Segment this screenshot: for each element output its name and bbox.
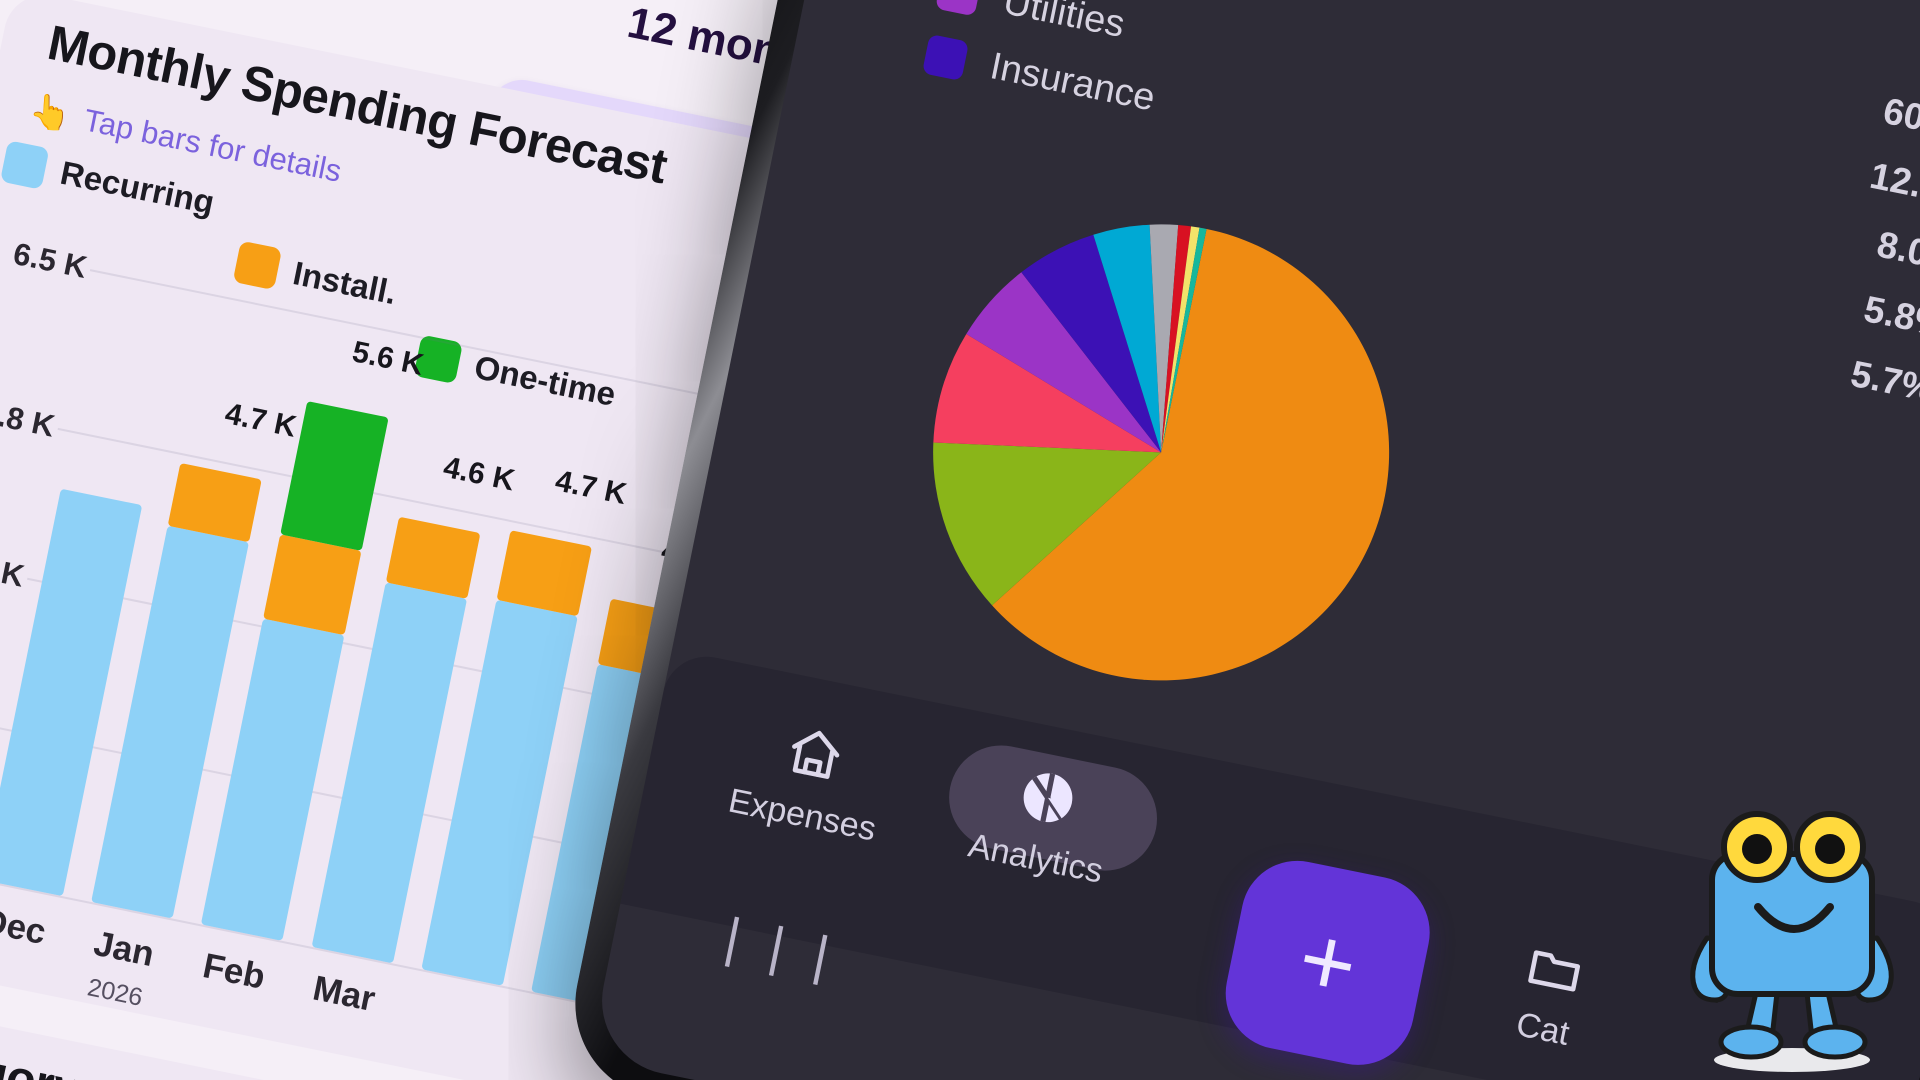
- right-phone-screen: p to highlight 2M House Car Summer House: [588, 0, 1920, 1080]
- pie-slice-other-e[interactable]: [1154, 227, 1207, 453]
- plus-icon: +: [1289, 904, 1366, 1021]
- nav-item-analytics[interactable]: Analytics: [965, 756, 1120, 892]
- nav-item-expenses[interactable]: Expenses: [725, 711, 893, 850]
- pie-chart-svg[interactable]: [878, 169, 1444, 735]
- percent-insurance: 5.7%: [1847, 352, 1920, 410]
- pie-slice-other-c[interactable]: [1133, 224, 1206, 453]
- bar-value-label: 4.6 K: [440, 451, 518, 498]
- pie-slice-house[interactable]: [983, 202, 1430, 721]
- legend-swatch-insurance: [922, 33, 970, 81]
- bar-value-label: 5.6 K: [349, 335, 427, 382]
- spending-pie-chart[interactable]: [878, 169, 1444, 735]
- tap-finger-icon: 👆: [27, 92, 73, 134]
- gridline: [0, 727, 658, 864]
- pie-slice-other-d[interactable]: [1146, 226, 1207, 453]
- pie-chart-legend: House Car Summer House Utilities Insuran…: [917, 0, 1306, 162]
- folder-icon: [1528, 950, 1581, 992]
- legend-swatch-utilities: [935, 0, 983, 16]
- legend-swatch-recurring: [0, 140, 50, 190]
- legend-label-install: Install.: [289, 254, 400, 312]
- home-icon: [791, 730, 839, 779]
- legend-swatch-install: [232, 240, 283, 291]
- pie-slice-other-a[interactable]: [1053, 214, 1205, 453]
- legend-label-insurance: Insurance: [986, 45, 1159, 120]
- pie-slice-utilities[interactable]: [951, 264, 1191, 453]
- pie-percent-column: 60.1% 12.4% 8.0% 5.8% 5.7%: [1700, 65, 1920, 434]
- right-phone-device: p to highlight 2M House Car Summer House: [558, 0, 1920, 1080]
- pie-slice-car[interactable]: [904, 408, 1162, 633]
- y-axis-tick: 4.8 K: [0, 394, 58, 444]
- legend-label-utilities: Utilities: [999, 0, 1129, 47]
- mascot-smile: [1754, 903, 1834, 933]
- bar-value-label: 4.7 K: [222, 396, 300, 444]
- bar-segment-install[interactable]: [263, 534, 362, 636]
- gridline: [27, 577, 688, 714]
- bar-value-label: 4.7 K: [552, 464, 630, 511]
- pie-slice-other-b[interactable]: [1106, 219, 1207, 453]
- pie-chart-icon: [1023, 773, 1073, 823]
- pie-slice-summer-house[interactable]: [931, 331, 1177, 487]
- nav-item-categories[interactable]: Cat: [1510, 934, 1589, 1054]
- pie-slice-insurance[interactable]: [992, 222, 1201, 453]
- y-axis-tick: 3.2 K: [0, 544, 28, 594]
- blue-square-mascot: [1690, 811, 1894, 1072]
